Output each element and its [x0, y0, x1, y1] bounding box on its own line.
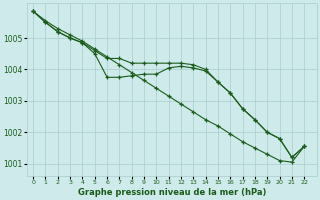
X-axis label: Graphe pression niveau de la mer (hPa): Graphe pression niveau de la mer (hPa)	[77, 188, 266, 197]
